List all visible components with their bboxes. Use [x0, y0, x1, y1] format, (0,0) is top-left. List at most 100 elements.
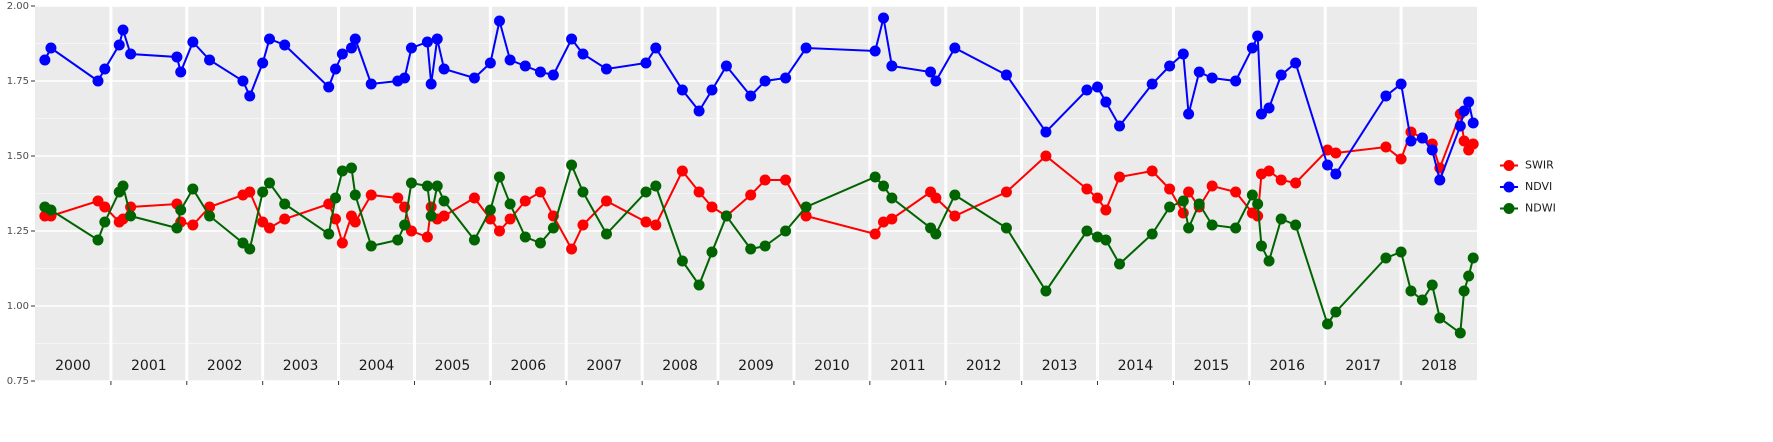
point [438, 210, 450, 222]
point [204, 210, 216, 222]
point [399, 219, 411, 231]
point [780, 72, 792, 84]
point [650, 42, 662, 54]
point [1463, 96, 1475, 108]
point [392, 234, 404, 246]
point [1100, 234, 1112, 246]
year-label: 2014 [1118, 358, 1154, 374]
point [431, 180, 443, 192]
year-label: 2017 [1345, 358, 1381, 374]
year-label: 2007 [586, 358, 622, 374]
series [39, 12, 1479, 186]
point [171, 222, 183, 234]
point [759, 174, 771, 186]
point [1380, 252, 1392, 264]
point [1092, 231, 1104, 243]
point [493, 171, 505, 183]
point [264, 33, 276, 45]
year-label: 2018 [1421, 358, 1457, 374]
point [1255, 240, 1267, 252]
point [878, 12, 890, 24]
point [125, 210, 137, 222]
year-label: 2009 [738, 358, 774, 374]
point [1000, 186, 1012, 198]
year-label: 2013 [1042, 358, 1078, 374]
point [336, 237, 348, 249]
point [878, 216, 890, 228]
point [1395, 153, 1407, 165]
point [421, 36, 433, 48]
point [706, 201, 718, 213]
point [1114, 171, 1126, 183]
point [117, 24, 129, 36]
point [949, 42, 961, 54]
point [237, 75, 249, 87]
point [187, 183, 199, 195]
point [484, 204, 496, 216]
point [425, 78, 437, 90]
point [493, 15, 505, 27]
point [1164, 201, 1176, 213]
point [1040, 285, 1052, 297]
point [1252, 210, 1264, 222]
point [1321, 318, 1333, 330]
point [204, 54, 216, 66]
point [1000, 69, 1012, 81]
point [171, 51, 183, 63]
point [405, 42, 417, 54]
point [1263, 255, 1275, 267]
point [1081, 225, 1093, 237]
year-label: 2004 [359, 358, 395, 374]
point [1252, 30, 1264, 42]
point [1246, 42, 1258, 54]
point [1330, 168, 1342, 180]
y-tick-label: 0.75 [7, 376, 29, 387]
point [279, 213, 291, 225]
legend-label: SWIR [1525, 159, 1554, 172]
point [706, 246, 718, 258]
point [869, 228, 881, 240]
point [869, 45, 881, 57]
point [1092, 192, 1104, 204]
point [1290, 57, 1302, 69]
point [1081, 183, 1093, 195]
point [1040, 150, 1052, 162]
point [405, 177, 417, 189]
point [244, 243, 256, 255]
point [1434, 174, 1446, 186]
point [566, 33, 578, 45]
point [349, 33, 361, 45]
point [780, 174, 792, 186]
point [1275, 213, 1287, 225]
point [1416, 132, 1428, 144]
point [519, 231, 531, 243]
point [1330, 306, 1342, 318]
point [693, 186, 705, 198]
point [600, 63, 612, 75]
point [349, 216, 361, 228]
point [676, 165, 688, 177]
year-label: 2011 [890, 358, 926, 374]
series [39, 159, 1479, 339]
point [547, 222, 559, 234]
point [39, 54, 51, 66]
point [1081, 84, 1093, 96]
point [886, 192, 898, 204]
point [187, 36, 199, 48]
point [1183, 186, 1195, 198]
point [468, 234, 480, 246]
point [92, 234, 104, 246]
point [1405, 285, 1417, 297]
point [1467, 138, 1479, 150]
point [1458, 285, 1470, 297]
legend-label: NDWI [1525, 202, 1556, 215]
series [39, 108, 1479, 255]
point [365, 78, 377, 90]
point [1458, 105, 1470, 117]
point [1183, 222, 1195, 234]
point [175, 204, 187, 216]
point [720, 210, 732, 222]
point [1426, 279, 1438, 291]
point [175, 66, 187, 78]
